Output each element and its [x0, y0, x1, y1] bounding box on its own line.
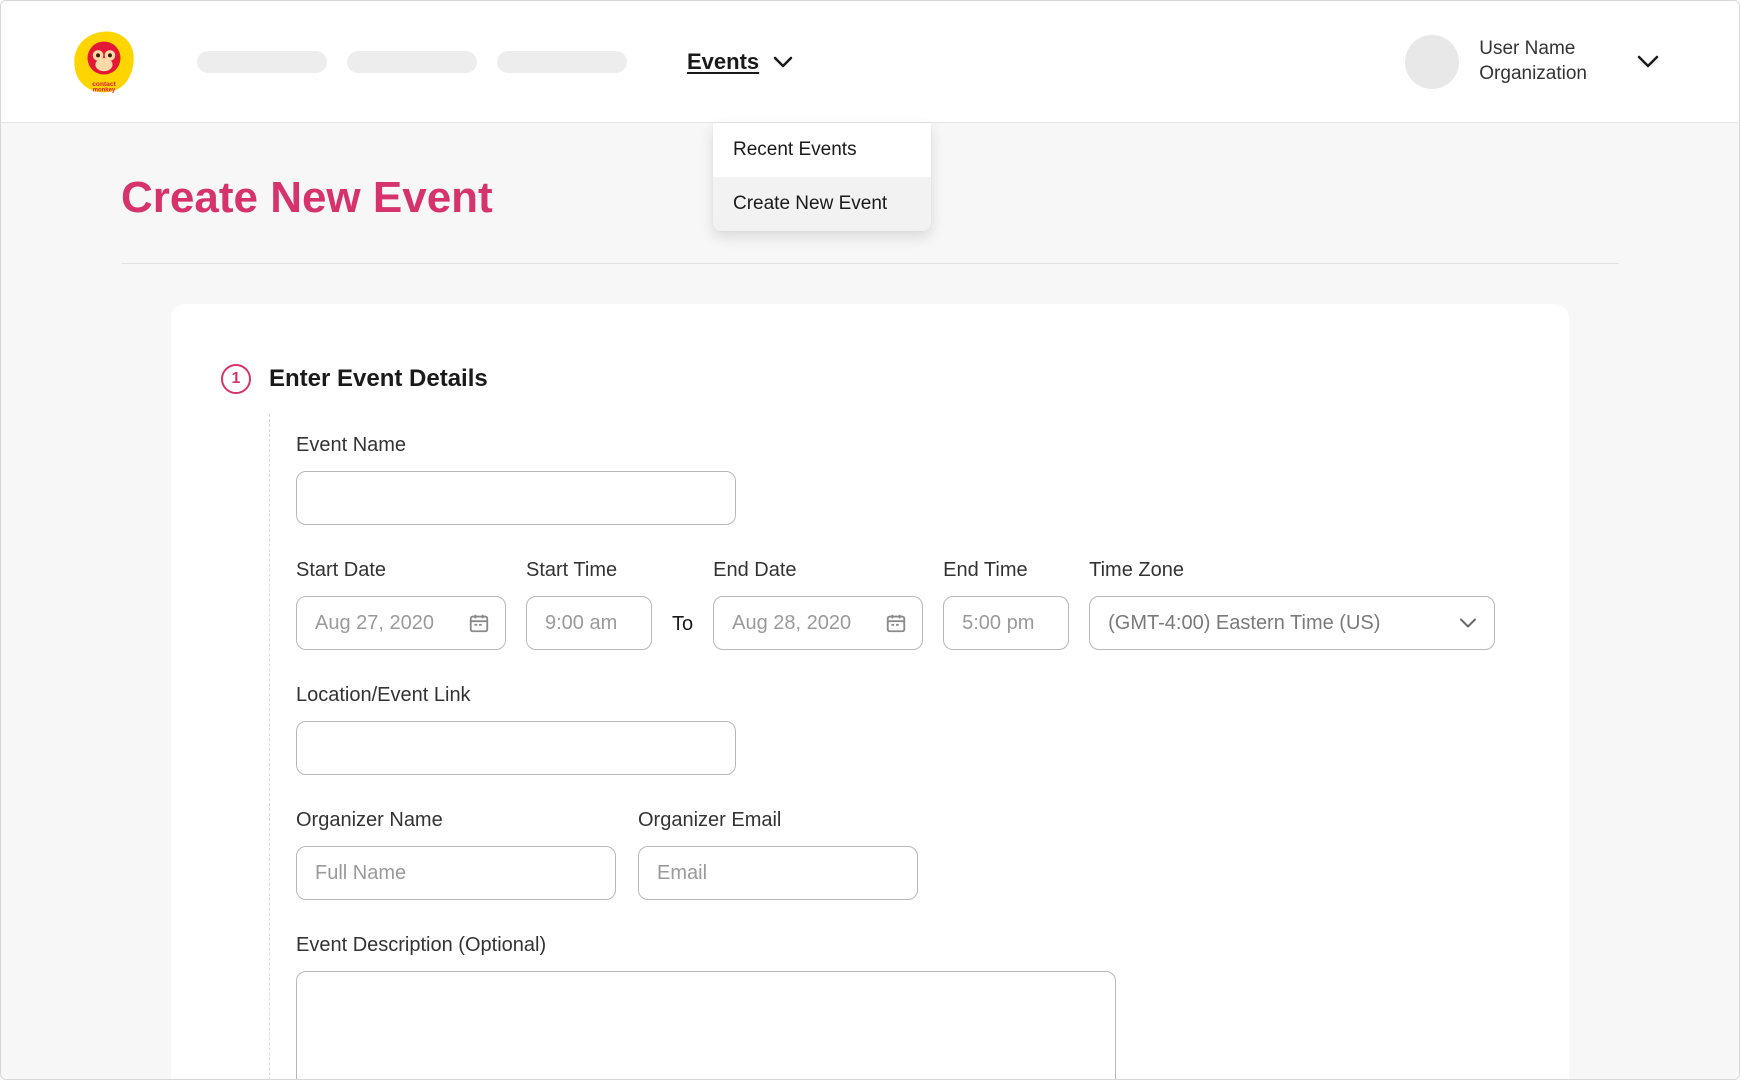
nav-events[interactable]: Events — [687, 49, 793, 75]
chevron-down-icon — [1637, 55, 1659, 68]
svg-text:contact: contact — [92, 80, 116, 87]
nav-events-label: Events — [687, 49, 759, 75]
label-event-name: Event Name — [296, 434, 1499, 457]
dropdown-item-create-new-event[interactable]: Create New Event — [713, 177, 931, 231]
label-organizer-name: Organizer Name — [296, 809, 616, 832]
dropdown-item-recent-events[interactable]: Recent Events — [713, 123, 931, 177]
step-number: 1 — [221, 364, 251, 394]
page-body: Create New Event 1 Enter Event Details E… — [1, 123, 1739, 1080]
user-org: Organization — [1479, 62, 1587, 87]
brand-logo: contact monkey — [71, 29, 137, 95]
nav-placeholder — [197, 51, 327, 73]
calendar-icon — [468, 612, 490, 634]
svg-text:monkey: monkey — [93, 87, 116, 93]
event-form: Event Name Start Date — [269, 414, 1499, 1080]
input-description[interactable] — [296, 971, 1116, 1080]
select-timezone-value: (GMT-4:00) Eastern Time (US) — [1108, 612, 1380, 635]
label-start-date: Start Date — [296, 559, 506, 582]
avatar — [1405, 35, 1459, 89]
user-menu[interactable]: User Name Organization — [1405, 35, 1659, 89]
step-header: 1 Enter Event Details — [221, 364, 1499, 394]
input-event-name[interactable] — [296, 471, 736, 525]
input-start-time[interactable] — [526, 596, 652, 650]
calendar-icon — [885, 612, 907, 634]
input-end-time[interactable] — [943, 596, 1069, 650]
label-organizer-email: Organizer Email — [638, 809, 918, 832]
divider — [121, 263, 1619, 264]
label-end-time: End Time — [943, 559, 1069, 582]
input-location[interactable] — [296, 721, 736, 775]
nav-placeholder — [347, 51, 477, 73]
step-title: Enter Event Details — [269, 365, 488, 393]
app-header: contact monkey Events User Name Organiza… — [1, 1, 1739, 123]
label-description: Event Description (Optional) — [296, 934, 1499, 957]
nav-placeholder — [497, 51, 627, 73]
select-timezone[interactable]: (GMT-4:00) Eastern Time (US) — [1089, 596, 1495, 650]
user-name: User Name — [1479, 37, 1587, 62]
input-organizer-email[interactable] — [638, 846, 918, 900]
form-card: 1 Enter Event Details Event Name Start D… — [171, 304, 1569, 1080]
label-end-date: End Date — [713, 559, 923, 582]
label-start-time: Start Time — [526, 559, 652, 582]
nav-placeholder-group — [197, 51, 627, 73]
input-organizer-name[interactable] — [296, 846, 616, 900]
user-text: User Name Organization — [1479, 37, 1587, 86]
label-timezone: Time Zone — [1089, 559, 1499, 582]
chevron-down-icon — [773, 56, 793, 68]
label-location: Location/Event Link — [296, 684, 1499, 707]
chevron-down-icon — [1459, 618, 1477, 629]
label-to: To — [672, 613, 693, 650]
events-dropdown: Recent Events Create New Event — [713, 123, 931, 231]
